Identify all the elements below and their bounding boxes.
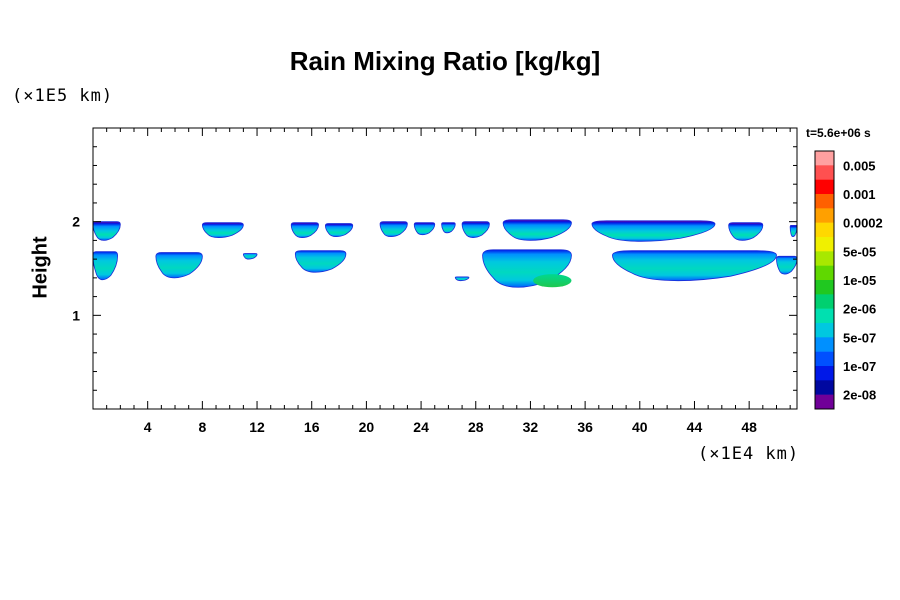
x-axis-unit: (×1E4 km) xyxy=(698,444,800,464)
x-tick-label: 28 xyxy=(468,419,484,435)
colorbar-label: 0.001 xyxy=(843,187,876,202)
rain-feature-upper-band-11 xyxy=(728,222,764,241)
colorbar-swatch xyxy=(815,165,834,180)
x-tick-label: 48 xyxy=(741,419,757,435)
colorbar-swatch xyxy=(815,366,834,381)
colorbar-swatch xyxy=(815,337,834,352)
colorbar-swatch xyxy=(815,308,834,324)
rain-feature-upper-band-9 xyxy=(502,219,572,241)
x-tick-label: 40 xyxy=(632,419,648,435)
rain-feature-lower-band-7 xyxy=(612,250,777,282)
colorbar-swatch xyxy=(815,380,834,395)
rain-feature-lower-band-5 xyxy=(454,276,470,282)
colorbar-swatch xyxy=(815,208,834,223)
rain-features xyxy=(92,219,798,288)
colorbar-label: 0.0002 xyxy=(843,216,883,231)
x-tick-label: 16 xyxy=(304,419,320,435)
colorbar-label: 2e-06 xyxy=(843,302,876,317)
rain-feature-upper-band-3 xyxy=(290,222,319,238)
x-tick-label: 44 xyxy=(687,419,703,435)
colorbar-swatch xyxy=(815,265,834,281)
colorbar-swatch xyxy=(815,179,834,195)
colorbar-swatch xyxy=(815,194,834,209)
colorbar-swatch xyxy=(815,394,834,410)
rain-feature-upper-band-8 xyxy=(461,221,490,238)
colorbar-swatch xyxy=(815,251,834,266)
colorbar-label: 1e-07 xyxy=(843,359,876,374)
rain-feature-core xyxy=(533,274,572,288)
plot-frame xyxy=(92,127,798,410)
colorbar: 0.005 0.001 0.0002 5e-05 1e-05 2e-06 5e-07 1e-0… xyxy=(814,150,883,410)
rain-feature-upper-band-7 xyxy=(441,222,456,234)
rain-feature-lower-band-4 xyxy=(294,250,347,273)
rain-feature-upper-band-1 xyxy=(92,221,121,241)
colorbar-label: 0.005 xyxy=(843,158,876,173)
x-tick-label: 36 xyxy=(577,419,593,435)
colorbar-swatch xyxy=(815,222,834,238)
time-label: t=5.6e+06 s xyxy=(806,126,871,140)
x-tick-label: 20 xyxy=(359,419,375,435)
x-tick-label: 12 xyxy=(249,419,265,435)
y-tick-label: 1 xyxy=(72,307,80,323)
colorbar-swatch xyxy=(815,151,834,166)
rain-feature-lower-band-2 xyxy=(155,252,203,279)
x-tick-label: 32 xyxy=(523,419,539,435)
x-tick-label: 24 xyxy=(413,419,429,435)
rain-feature-upper-band-12 xyxy=(789,225,798,238)
colorbar-label: 5e-07 xyxy=(843,330,876,345)
colorbar-label: 1e-05 xyxy=(843,273,876,288)
y-tick-label: 2 xyxy=(72,214,80,230)
colorbar-swatch xyxy=(815,323,834,338)
chart-title: Rain Mixing Ratio [kg/kg] xyxy=(289,46,601,76)
rain-feature-upper-band-5 xyxy=(379,221,408,238)
colorbar-label: 2e-08 xyxy=(843,388,876,403)
rain-feature-lower-band-1 xyxy=(92,251,119,281)
colorbar-swatch xyxy=(815,237,834,252)
x-tick-label: 4 xyxy=(144,419,152,435)
colorbar-swatch xyxy=(815,351,834,367)
rain-feature-upper-band-4 xyxy=(324,223,354,238)
rain-feature-upper-band-10 xyxy=(591,220,716,242)
rain-feature-lower-band-8 xyxy=(776,255,798,275)
rain-feature-upper-band-6 xyxy=(413,222,436,236)
colorbar-label: 5e-05 xyxy=(843,244,876,259)
colorbar-swatch xyxy=(815,280,834,295)
rain-feature-upper-band-2 xyxy=(201,222,244,238)
x-tick-label: 8 xyxy=(198,419,206,435)
colorbar-swatch xyxy=(815,294,834,309)
colorbar-frame xyxy=(814,150,835,410)
y-axis-unit: (×1E5 km) xyxy=(12,86,114,106)
rain-feature-lower-band-3 xyxy=(242,253,258,260)
